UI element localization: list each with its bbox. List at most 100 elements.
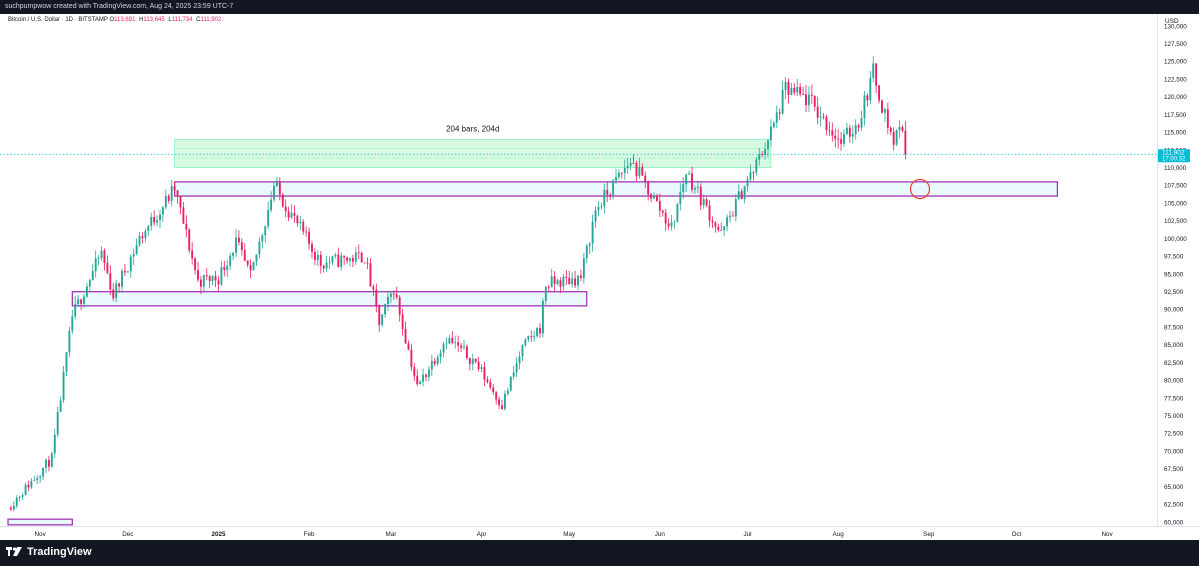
- candle-body: [474, 358, 477, 362]
- support-zone: [7, 518, 73, 526]
- candle-body: [650, 194, 653, 199]
- candle-body: [638, 167, 641, 177]
- candle-body: [202, 275, 205, 287]
- candle-body: [53, 434, 56, 454]
- candle-body: [834, 135, 837, 139]
- candle-body: [676, 204, 679, 222]
- candle-body: [807, 94, 810, 106]
- candle-body: [217, 280, 220, 285]
- candle-body: [457, 342, 460, 346]
- candle-body: [506, 390, 509, 394]
- candle-body: [559, 280, 562, 287]
- candle-body: [123, 270, 126, 273]
- open-value: 113,691: [114, 17, 136, 23]
- candle-body: [118, 283, 121, 287]
- candle-body: [103, 250, 106, 263]
- candle-body: [197, 270, 199, 280]
- price-chart[interactable]: 204 bars, 204d 130,000 127,500 125,000 122,…: [0, 14, 1199, 540]
- candle-body: [863, 95, 866, 118]
- candle-body: [892, 131, 895, 145]
- candle-body: [752, 172, 755, 173]
- candle-body: [378, 306, 381, 325]
- candle-body: [705, 199, 708, 206]
- x-tick-label: Aug: [833, 531, 845, 538]
- candle-body: [501, 405, 503, 409]
- footer-bar: TradingView: [0, 540, 1199, 566]
- measure-label: 204 bars, 204d: [446, 124, 499, 133]
- candle-body: [366, 262, 369, 264]
- candle-body: [141, 236, 144, 239]
- candle-body: [331, 256, 334, 263]
- candle-body: [550, 276, 553, 288]
- candle-body: [509, 376, 512, 391]
- candle-body: [264, 226, 267, 236]
- tradingview-logo[interactable]: TradingView: [6, 546, 92, 558]
- candle-body: [24, 484, 27, 495]
- candle-body: [895, 130, 898, 145]
- tradingview-logo-icon: [6, 547, 22, 556]
- candle-body: [635, 163, 638, 177]
- candle-body: [144, 230, 147, 239]
- candle-body: [799, 87, 802, 95]
- candle-body: [77, 299, 80, 305]
- candle-body: [787, 81, 790, 95]
- candle-body: [658, 200, 661, 211]
- x-tick-label: May: [563, 531, 576, 538]
- candle-body: [881, 100, 883, 113]
- y-tick-label: 67,500: [1164, 466, 1184, 473]
- candle-body: [679, 191, 682, 205]
- candle-body: [65, 352, 68, 372]
- candle-body: [515, 363, 518, 373]
- candle-body: [150, 216, 153, 227]
- overlay-layer: [0, 153, 1157, 200]
- candle-body: [62, 371, 65, 401]
- candle-body: [258, 241, 261, 255]
- candle-body: [769, 126, 772, 140]
- candle-body: [205, 275, 208, 277]
- candle-body: [691, 173, 693, 190]
- candle-body: [869, 77, 872, 101]
- candle-body: [579, 275, 582, 278]
- candle-body: [68, 330, 71, 353]
- candle-body: [255, 254, 258, 262]
- candle-body: [498, 399, 501, 406]
- candle-body: [381, 314, 384, 325]
- candle-body: [243, 250, 246, 261]
- candle-body: [9, 507, 12, 510]
- close-value: 111,902: [200, 17, 222, 23]
- candle-body: [346, 257, 349, 261]
- candle-body: [702, 199, 705, 206]
- candle-body: [740, 191, 743, 200]
- y-tick-label: 95,000: [1164, 271, 1184, 278]
- candle-body: [603, 189, 606, 207]
- candle-body: [819, 116, 822, 118]
- candle-body: [796, 87, 799, 93]
- candle-body: [211, 276, 214, 282]
- candle-body: [851, 133, 854, 137]
- candle-body: [524, 339, 527, 346]
- candle-body: [553, 276, 556, 285]
- candle-body: [398, 297, 401, 315]
- candle-body: [88, 280, 91, 287]
- candle-body: [875, 63, 878, 86]
- candle-body: [246, 260, 249, 265]
- candle-body: [267, 210, 270, 227]
- candle-body: [410, 349, 413, 368]
- candle-body: [734, 199, 737, 217]
- candle-body: [132, 253, 135, 257]
- candle-body: [682, 184, 685, 192]
- candle-body: [121, 270, 123, 287]
- chart-panel[interactable]: 204 bars, 204d 130,000 127,500 125,000 122,…: [0, 14, 1199, 540]
- candle-body: [717, 226, 720, 230]
- y-tick-label: 82,500: [1164, 360, 1184, 367]
- candle-body: [106, 262, 109, 273]
- candle-body: [828, 129, 831, 131]
- candle-body: [615, 177, 617, 181]
- candle-body: [632, 163, 635, 164]
- candle-body: [45, 459, 47, 468]
- last-price-value: 111,902: [1162, 150, 1185, 157]
- x-tick-label: Apr: [477, 531, 487, 538]
- zones-layer: 204 bars, 204d: [7, 124, 1058, 526]
- y-tick-label: 92,500: [1164, 289, 1184, 296]
- candle-body: [138, 236, 141, 245]
